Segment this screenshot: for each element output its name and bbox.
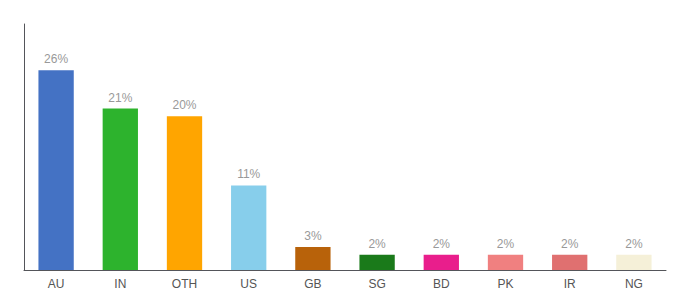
svg-text:3%: 3%: [304, 229, 322, 243]
svg-text:IR: IR: [564, 277, 576, 291]
svg-text:OTH: OTH: [172, 277, 197, 291]
svg-text:BD: BD: [433, 277, 450, 291]
svg-text:AU: AU: [48, 277, 65, 291]
svg-text:PK: PK: [497, 277, 513, 291]
svg-text:2%: 2%: [368, 237, 386, 251]
svg-text:21%: 21%: [108, 91, 132, 105]
svg-text:11%: 11%: [237, 167, 260, 181]
svg-text:SG: SG: [368, 277, 385, 291]
svg-text:26%: 26%: [44, 52, 68, 66]
svg-text:20%: 20%: [172, 98, 196, 112]
svg-text:2%: 2%: [433, 237, 451, 251]
svg-text:NG: NG: [625, 277, 643, 291]
svg-text:2%: 2%: [561, 237, 579, 251]
svg-text:US: US: [240, 277, 257, 291]
svg-text:2%: 2%: [625, 237, 643, 251]
svg-text:GB: GB: [304, 277, 321, 291]
svg-text:IN: IN: [114, 277, 126, 291]
svg-text:2%: 2%: [497, 237, 515, 251]
